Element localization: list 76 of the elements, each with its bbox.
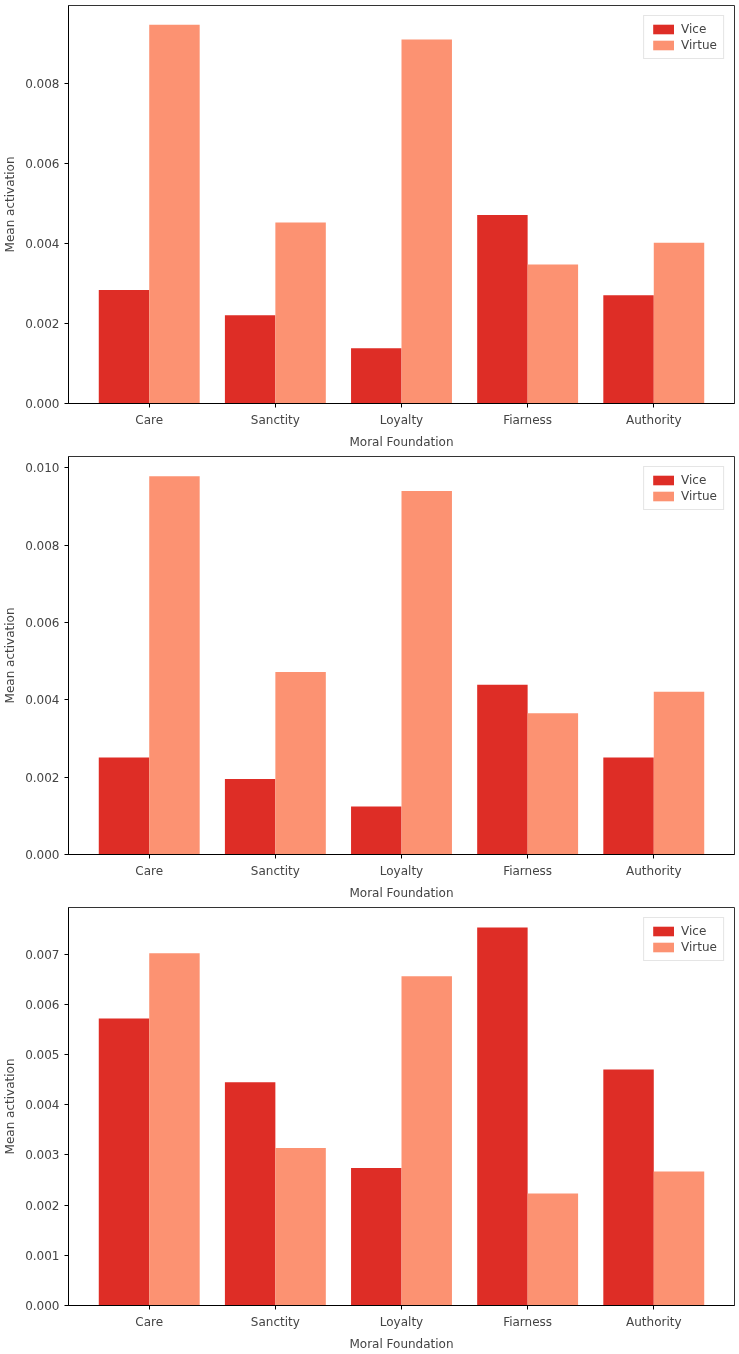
legend-label: Virtue — [681, 38, 717, 52]
x-tick-label: Loyalty — [379, 863, 424, 878]
y-tick-label: 0.003 — [25, 1148, 60, 1163]
y-tick-label: 0.004 — [25, 1098, 60, 1113]
x-tick-label: Authority — [626, 1314, 682, 1329]
legend-label: Vice — [681, 473, 707, 487]
x-tick-label: Sanctity — [250, 1314, 300, 1329]
bar — [603, 1069, 654, 1306]
legend-label: Vice — [681, 22, 707, 36]
bar — [477, 214, 528, 404]
bar — [351, 1167, 402, 1306]
x-tick-label: Authority — [626, 412, 682, 427]
bar — [224, 1082, 276, 1306]
y-tick-label: 0.006 — [25, 615, 60, 630]
x-axis-title: Moral Foundation — [349, 434, 454, 449]
y-tick-label: 0.007 — [25, 947, 60, 962]
y-tick-label: 0.000 — [25, 1299, 60, 1313]
legend-label: Virtue — [681, 489, 717, 503]
bar — [401, 976, 452, 1306]
bar — [527, 713, 579, 855]
x-axis-title: Moral Foundation — [349, 885, 454, 900]
y-tick-label: 0.000 — [25, 397, 60, 411]
bar — [527, 264, 579, 404]
x-tick-label: Fiarness — [503, 863, 553, 878]
x-tick-label: Care — [135, 412, 164, 427]
x-tick-label: Fiarness — [503, 1314, 553, 1329]
x-tick-label: Care — [135, 1314, 164, 1329]
bar — [149, 953, 200, 1306]
x-tick-label: Fiarness — [503, 412, 553, 427]
bar — [275, 1147, 326, 1306]
bar — [653, 242, 705, 404]
x-tick-label: Loyalty — [379, 412, 424, 427]
x-tick-label: Care — [135, 863, 164, 878]
x-tick-label: Sanctity — [250, 412, 300, 427]
bar — [527, 1193, 579, 1306]
bar — [477, 927, 528, 1306]
bar — [275, 222, 326, 404]
bar — [603, 757, 654, 855]
y-tick-label: 0.005 — [25, 1048, 60, 1063]
y-tick-label: 0.000 — [25, 848, 60, 862]
y-tick-label: 0.010 — [25, 461, 60, 476]
y-tick-label: 0.002 — [25, 317, 60, 332]
x-axis-title: Moral Foundation — [349, 1336, 454, 1351]
bar — [351, 348, 402, 404]
y-tick-label: 0.004 — [25, 693, 60, 708]
bar — [149, 24, 200, 404]
y-tick-label: 0.008 — [25, 538, 60, 553]
bar — [224, 315, 276, 404]
y-tick-label: 0.008 — [25, 77, 60, 92]
x-tick-label: Authority — [626, 863, 682, 878]
x-tick-label: Sanctity — [250, 863, 300, 878]
x-tick-label: Loyalty — [379, 1314, 424, 1329]
bar — [351, 806, 402, 855]
bar — [98, 1018, 150, 1306]
legend-label: Vice — [681, 924, 707, 938]
y-tick-label: 0.001 — [25, 1248, 60, 1263]
bar — [401, 490, 452, 855]
y-axis-title: Mean activation — [3, 607, 18, 704]
bar — [401, 39, 452, 404]
y-axis-title: Mean activation — [3, 156, 18, 253]
bar — [224, 779, 276, 855]
y-tick-label: 0.006 — [25, 997, 60, 1012]
bar — [653, 691, 705, 855]
y-tick-label: 0.002 — [25, 770, 60, 785]
bar — [98, 290, 150, 404]
bar — [603, 295, 654, 404]
legend-label: Virtue — [681, 940, 717, 954]
y-tick-label: 0.002 — [25, 1198, 60, 1213]
y-tick-label: 0.004 — [25, 237, 60, 252]
bar — [477, 684, 528, 855]
bar — [98, 757, 150, 855]
bar — [653, 1171, 705, 1306]
bar — [149, 476, 200, 855]
y-axis-title: Mean activation — [3, 1058, 18, 1155]
bar — [275, 671, 326, 855]
y-tick-label: 0.006 — [25, 157, 60, 172]
